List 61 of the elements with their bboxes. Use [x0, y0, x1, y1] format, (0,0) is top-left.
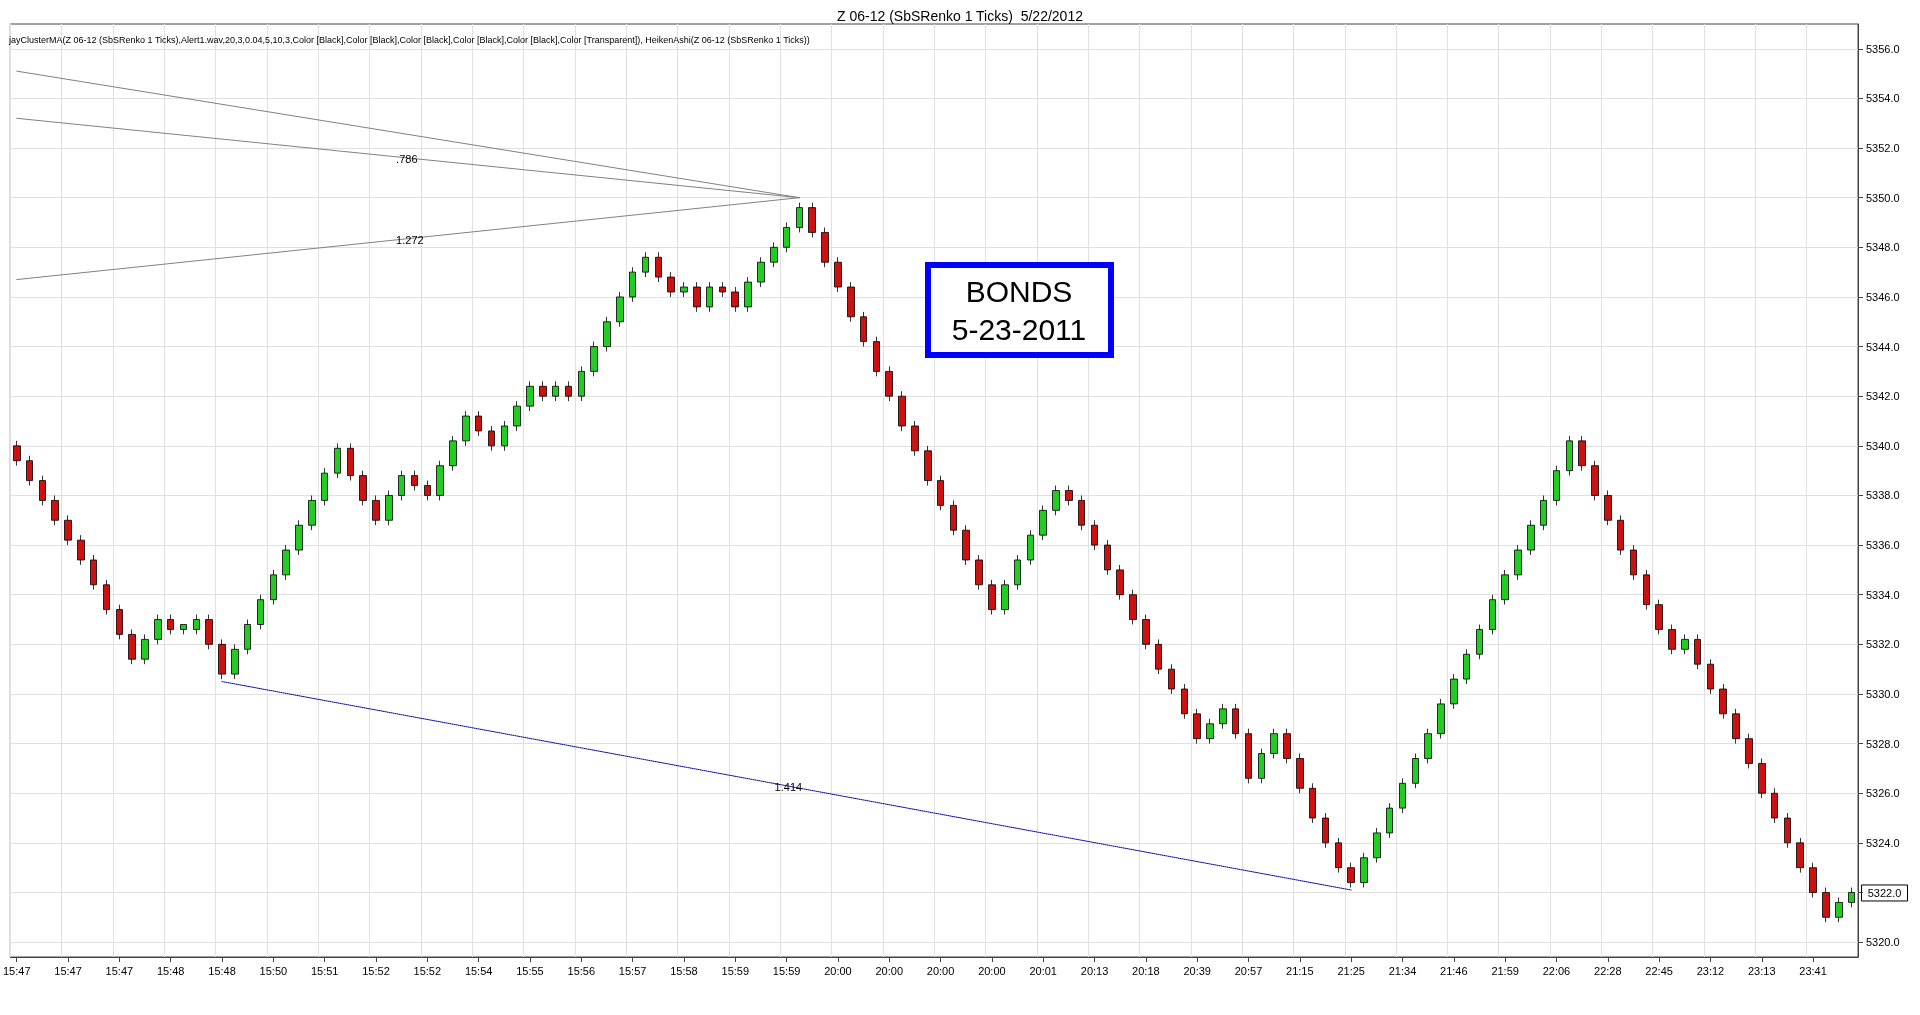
x-tick-label: 15:56: [567, 964, 596, 977]
x-tick-label: 21:59: [1491, 964, 1519, 977]
x-tick-label: 20:00: [926, 964, 955, 977]
x-tick-label: 15:47: [105, 964, 134, 977]
x-tick-label: 23:12: [1696, 964, 1725, 977]
y-tick-label: 5320.0: [1866, 936, 1900, 949]
x-tick-label: 20:18: [1132, 964, 1160, 977]
x-tick-label: 20:00: [824, 964, 852, 977]
x-tick-label: 15:48: [208, 964, 236, 977]
y-tick-label: 5350.0: [1866, 191, 1900, 204]
x-tick-label: 20:01: [1029, 964, 1057, 977]
y-tick-label: 5344.0: [1866, 340, 1900, 353]
x-tick-label: 15:48: [156, 964, 185, 977]
y-tick-label: 5340.0: [1866, 439, 1900, 452]
y-tick-label: 5332.0: [1866, 638, 1900, 651]
text: 5322.0: [1867, 886, 1902, 899]
series-label: 1.414: [774, 781, 803, 794]
x-tick-label: 21:25: [1337, 964, 1365, 977]
x-tick-label: 20:00: [978, 964, 1006, 977]
x-tick-label: 15:47: [2, 964, 31, 977]
x-tick-label: 20:39: [1183, 964, 1211, 977]
series-label: .786: [396, 153, 418, 166]
y-tick-label: 5354.0: [1866, 92, 1900, 105]
x-tick-label: 15:59: [721, 964, 750, 977]
x-tick-label: 15:59: [772, 964, 801, 977]
x-tick-label: 22:28: [1594, 964, 1622, 977]
y-tick-label: 5334.0: [1866, 588, 1900, 601]
y-tick-label: 5324.0: [1866, 836, 1900, 849]
y-tick-label: 5328.0: [1866, 737, 1900, 750]
x-tick-label: 21:46: [1440, 964, 1468, 977]
x-tick-label: 21:34: [1388, 964, 1417, 977]
y-tick-label: 5352.0: [1866, 142, 1900, 155]
chart-title: Z 06-12 (SbSRenko 1 Ticks) 5/22/2012: [837, 8, 1084, 24]
x-tick-label: 15:55: [516, 964, 544, 977]
x-tick-label: 15:54: [464, 964, 493, 977]
x-tick-label: 23:41: [1799, 964, 1827, 977]
text: jayClusterMA(Z 06-12 (SbSRenko 1 Ticks),Alert1.wav,20,3,0.04,5,10,3,Color [Black],Color [Black],Color [Black],Color [Black],Color [Black],Color [Transparent]), HeikenAshi(Z 06-12 (SbSRenko 1 Ticks)): [8, 34, 810, 45]
y-tick-label: 5326.0: [1866, 787, 1900, 800]
y-tick-label: 5330.0: [1866, 687, 1900, 700]
x-tick-label: 15:52: [362, 964, 390, 977]
x-tick-label: 15:52: [413, 964, 442, 977]
x-tick-label: 22:45: [1645, 964, 1673, 977]
x-tick-label: 22:06: [1542, 964, 1571, 977]
series-label: 1.272: [396, 234, 424, 247]
y-tick-label: 5338.0: [1866, 489, 1900, 502]
x-tick-label: 15:51: [310, 964, 339, 977]
y-tick-label: 5336.0: [1866, 539, 1900, 552]
x-tick-label: 21:15: [1286, 964, 1314, 977]
y-tick-label: 5342.0: [1866, 390, 1900, 403]
y-tick-label: 5356.0: [1866, 42, 1900, 55]
x-tick-label: 20:13: [1080, 964, 1109, 977]
x-tick-label: 15:58: [670, 964, 698, 977]
y-tick-label: 5348.0: [1866, 241, 1900, 254]
y-tick-label: 5346.0: [1866, 290, 1900, 303]
annotation: BONDS 5-23-2011: [951, 274, 1087, 346]
x-tick-label: 23:13: [1748, 964, 1776, 977]
x-tick-label: 20:00: [875, 964, 904, 977]
x-tick-label: 20:57: [1234, 964, 1263, 977]
x-tick-label: 15:57: [618, 964, 647, 977]
x-tick-label: 15:47: [54, 964, 82, 977]
x-tick-label: 15:50: [259, 964, 288, 977]
